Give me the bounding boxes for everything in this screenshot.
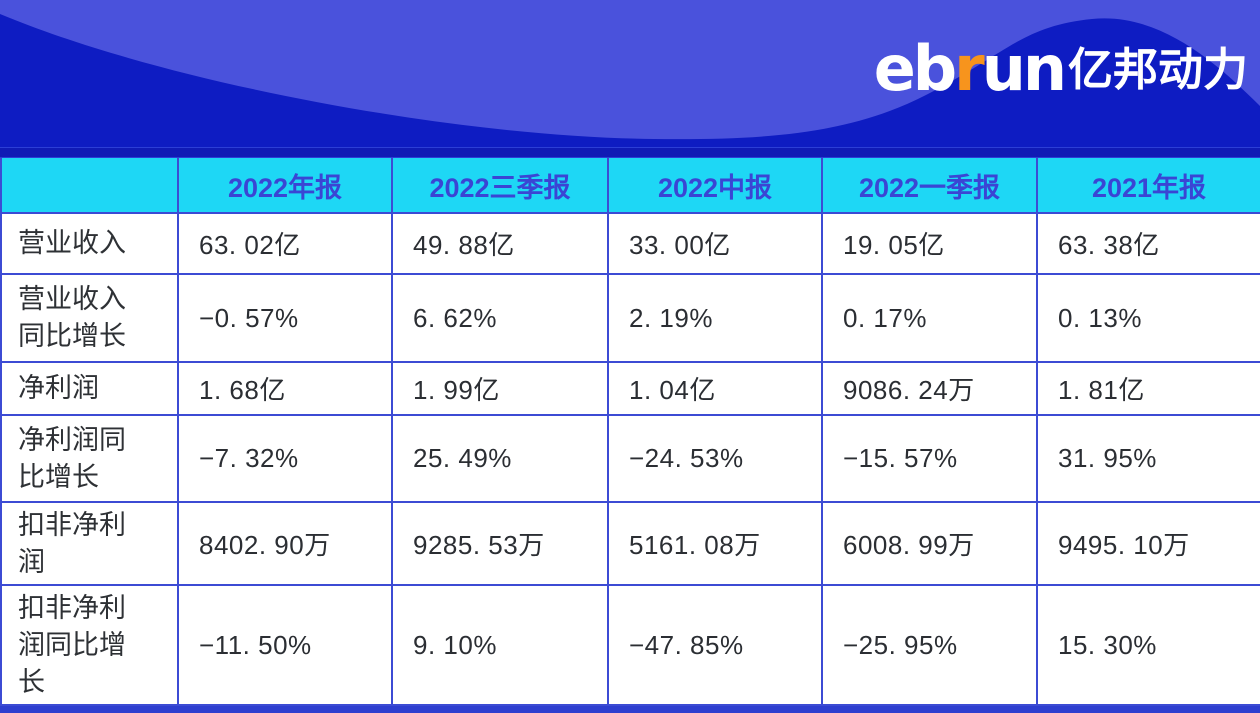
cell-value: 63. 02亿 — [177, 212, 393, 275]
row-label: 净利润 — [0, 361, 179, 416]
cell-value: 1. 99亿 — [391, 361, 609, 416]
cell-value: 19. 05亿 — [821, 212, 1038, 275]
logo-accent-letter: r — [954, 32, 985, 105]
banner: ebrun 亿邦动力 — [0, 0, 1260, 147]
ebrun-logo: ebrun 亿邦动力 — [874, 38, 1248, 100]
cell-value: 63. 38亿 — [1036, 212, 1260, 275]
cell-value: 33. 00亿 — [607, 212, 823, 275]
cell-value: 1. 68亿 — [177, 361, 393, 416]
cell-value: −25. 95% — [821, 584, 1038, 706]
cell-value: 15. 30% — [1036, 584, 1260, 706]
row-label: 营业收入同比增长 — [0, 273, 179, 363]
header-2022-interim: 2022中报 — [607, 158, 823, 214]
cell-value: 1. 81亿 — [1036, 361, 1260, 416]
cell-value: 6. 62% — [391, 273, 609, 363]
cell-value: 31. 95% — [1036, 414, 1260, 503]
row-label: 净利润同比增长 — [0, 414, 179, 503]
banner-divider-band — [0, 147, 1260, 158]
header-corner-cell — [0, 158, 179, 214]
cell-value: 2. 19% — [607, 273, 823, 363]
row-label: 扣非净利润同比增长 — [0, 584, 179, 706]
cell-value: 9086. 24万 — [821, 361, 1038, 416]
cell-value: 49. 88亿 — [391, 212, 609, 275]
header-2022-q3: 2022三季报 — [391, 158, 609, 214]
cell-value: 8402. 90万 — [177, 501, 393, 586]
table-row: 净利润 1. 68亿 1. 99亿 1. 04亿 9086. 24万 1. 81… — [0, 361, 1260, 416]
row-label: 营业收入 — [0, 212, 179, 275]
wave-graphic — [0, 0, 1260, 140]
table-header-row: 2022年报 2022三季报 2022中报 2022一季报 2021年报 — [0, 158, 1260, 214]
cell-value: 1. 04亿 — [607, 361, 823, 416]
cell-value: 6008. 99万 — [821, 501, 1038, 586]
financial-table: 2022年报 2022三季报 2022中报 2022一季报 2021年报 营业收… — [0, 158, 1260, 706]
logo-cjk-text: 亿邦动力 — [1067, 43, 1248, 95]
cell-value: 9285. 53万 — [391, 501, 609, 586]
bottom-strip — [0, 706, 1260, 713]
cell-value: 9495. 10万 — [1036, 501, 1260, 586]
header-2021-annual: 2021年报 — [1036, 158, 1260, 214]
cell-value: −0. 57% — [177, 273, 393, 363]
header-2022-q1: 2022一季报 — [821, 158, 1038, 214]
cell-value: −7. 32% — [177, 414, 393, 503]
table-row: 营业收入 63. 02亿 49. 88亿 33. 00亿 19. 05亿 63.… — [0, 212, 1260, 275]
table-row: 扣非净利润 8402. 90万 9285. 53万 5161. 08万 6008… — [0, 501, 1260, 586]
cell-value: 9. 10% — [391, 584, 609, 706]
table-row: 扣非净利润同比增长 −11. 50% 9. 10% −47. 85% −25. … — [0, 584, 1260, 706]
table-row: 营业收入同比增长 −0. 57% 6. 62% 2. 19% 0. 17% 0.… — [0, 273, 1260, 363]
cell-value: 0. 13% — [1036, 273, 1260, 363]
cell-value: 0. 17% — [821, 273, 1038, 363]
header-2022-annual: 2022年报 — [177, 158, 393, 214]
cell-value: 5161. 08万 — [607, 501, 823, 586]
cell-value: 25. 49% — [391, 414, 609, 503]
cell-value: −15. 57% — [821, 414, 1038, 503]
table-row: 净利润同比增长 −7. 32% 25. 49% −24. 53% −15. 57… — [0, 414, 1260, 503]
cell-value: −47. 85% — [607, 584, 823, 706]
row-label: 扣非净利润 — [0, 501, 179, 586]
cell-value: −24. 53% — [607, 414, 823, 503]
cell-value: −11. 50% — [177, 584, 393, 706]
logo-latin: ebrun — [873, 32, 1067, 105]
